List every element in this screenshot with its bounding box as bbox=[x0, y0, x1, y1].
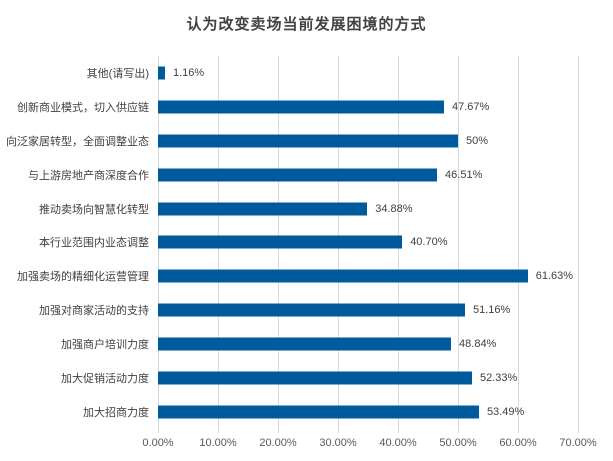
category-label: 向泛家居转型，全面调整业态 bbox=[6, 135, 149, 148]
bar-track: 50% bbox=[158, 124, 613, 158]
value-label: 53.49% bbox=[486, 406, 525, 419]
value-label: 47.67% bbox=[452, 100, 490, 113]
bar bbox=[158, 100, 445, 114]
chart-row: 向泛家居转型，全面调整业态 50% bbox=[0, 124, 613, 158]
value-label: 46.51% bbox=[445, 168, 483, 181]
chart-title: 认为改变卖场当前发展困境的方式 bbox=[186, 16, 427, 33]
bar bbox=[158, 405, 479, 419]
bar bbox=[158, 371, 472, 385]
x-axis-tick-label: 40.00% bbox=[379, 437, 417, 449]
value-label: 40.70% bbox=[410, 236, 448, 249]
value-label: 50% bbox=[466, 134, 489, 147]
bar bbox=[158, 168, 438, 182]
x-axis-tick-label: 20.00% bbox=[259, 437, 297, 449]
chart-row: 其他(请写出) 1.16% bbox=[0, 56, 613, 90]
gridline bbox=[458, 56, 459, 433]
value-label: 52.33% bbox=[479, 372, 518, 385]
x-axis-tick-label: 50.00% bbox=[439, 437, 477, 449]
x-axis-tick-label: 60.00% bbox=[499, 437, 537, 449]
x-axis: 0.00% 10.00% 20.00% 30.00% 40.00% 50.00% 60.00… bbox=[142, 437, 596, 453]
bar bbox=[158, 66, 165, 80]
bar-track: 53.49% bbox=[158, 395, 613, 429]
x-axis-tick-label: 10.00% bbox=[199, 437, 237, 449]
bar-track: 48.84% bbox=[158, 327, 613, 361]
bar bbox=[158, 269, 528, 283]
bar-track: 40.70% bbox=[158, 226, 613, 260]
value-label: 48.84% bbox=[459, 338, 497, 351]
value-label: 51.16% bbox=[472, 304, 511, 317]
chart-row: 加大招商力度 53.49% bbox=[0, 395, 613, 429]
chart-row: 与上游房地产商深度合作 46.51% bbox=[0, 158, 613, 192]
bar-track: 1.16% bbox=[158, 56, 613, 90]
chart-row: 加强商户培训力度 48.84% bbox=[0, 327, 613, 361]
category-label: 加大招商力度 bbox=[83, 407, 149, 420]
x-axis-tick-label: 70.00% bbox=[559, 437, 597, 449]
bar bbox=[158, 235, 403, 249]
value-label: 1.16% bbox=[172, 66, 205, 79]
value-label: 61.63% bbox=[535, 270, 574, 283]
bar-track: 51.16% bbox=[158, 293, 613, 327]
gridline bbox=[578, 56, 579, 433]
category-label: 加强对商家活动的支持 bbox=[39, 305, 149, 318]
category-label: 其他(请写出) bbox=[86, 67, 149, 80]
bar-track: 47.67% bbox=[158, 90, 613, 124]
chart-row: 本行业范围内业态调整 40.70% bbox=[0, 226, 613, 260]
category-label: 创新商业模式，切入供应链 bbox=[17, 101, 149, 114]
bar-track: 61.63% bbox=[158, 259, 613, 293]
category-label: 推动卖场向智慧化转型 bbox=[39, 203, 149, 216]
chart-row: 创新商业模式，切入供应链 47.67% bbox=[0, 90, 613, 124]
category-label: 加强卖场的精细化运营管理 bbox=[17, 271, 149, 284]
bars-container: 其他(请写出) 1.16% 创新商业模式，切入供应链 47.67% 向泛家居转型，全面调… bbox=[0, 56, 613, 429]
category-label: 加强商户培训力度 bbox=[61, 339, 149, 352]
category-label: 本行业范围内业态调整 bbox=[39, 237, 149, 250]
bar-track: 52.33% bbox=[158, 361, 613, 395]
chart-row: 加强卖场的精细化运营管理 61.63% bbox=[0, 259, 613, 293]
category-label: 与上游房地产商深度合作 bbox=[28, 169, 149, 182]
bar bbox=[158, 202, 368, 216]
gridline bbox=[518, 56, 519, 433]
chart-row: 加强对商家活动的支持 51.16% bbox=[0, 293, 613, 327]
chart-row: 加大促销活动力度 52.33% bbox=[0, 361, 613, 395]
bar bbox=[158, 134, 458, 148]
bar-track: 46.51% bbox=[158, 158, 613, 192]
x-axis-tick-label: 0.00% bbox=[142, 437, 174, 449]
category-label: 加大促销活动力度 bbox=[61, 373, 149, 386]
bar bbox=[158, 303, 465, 317]
x-axis-tick-label: 30.00% bbox=[319, 437, 357, 449]
bar-track: 34.88% bbox=[158, 192, 613, 226]
bar bbox=[158, 337, 452, 351]
value-label: 34.88% bbox=[375, 202, 413, 215]
chart-row: 推动卖场向智慧化转型 34.88% bbox=[0, 192, 613, 226]
